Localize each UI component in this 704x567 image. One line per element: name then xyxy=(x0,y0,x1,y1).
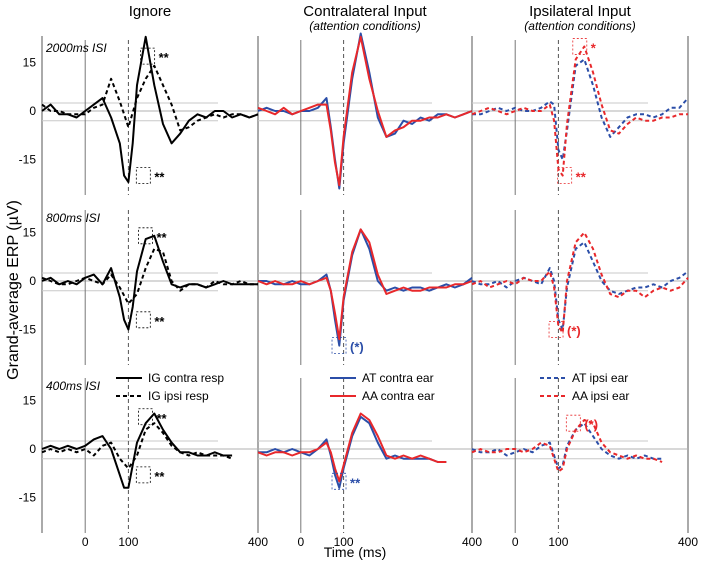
series-aa-ipsi-ear xyxy=(471,419,663,473)
significance-marker: ** xyxy=(576,170,587,185)
legend-label: AT ipsi ear xyxy=(572,371,628,385)
x-tick-label: 0 xyxy=(297,535,304,549)
series-aa-contra-ear xyxy=(257,35,473,187)
significance-marker: ** xyxy=(156,411,167,426)
series-aa-contra-ear xyxy=(257,228,473,341)
significance-bracket xyxy=(135,167,151,185)
x-tick-label: 400 xyxy=(248,535,268,549)
significance-bracket xyxy=(140,47,156,65)
series-aa-ipsi-ear xyxy=(471,231,689,334)
significance-marker: (*) xyxy=(567,323,581,338)
significance-bracket xyxy=(138,408,153,426)
significance-bracket xyxy=(135,466,151,484)
legend-label: AA ipsi ear xyxy=(572,389,629,403)
significance-bracket xyxy=(331,472,347,490)
legend-label: IG ipsi resp xyxy=(148,389,209,403)
significance-marker: ** xyxy=(154,314,165,329)
significance-marker: (*) xyxy=(584,417,598,432)
series-aa-ipsi-ear xyxy=(471,45,688,177)
grid-layer xyxy=(41,36,689,533)
x-tick-label: 100 xyxy=(334,535,354,549)
isi-label: 2000ms ISI xyxy=(45,41,107,55)
x-tick-label: 0 xyxy=(512,535,519,549)
panel-title-ipsi: Ipsilateral Input xyxy=(529,3,632,20)
y-tick-label: 0 xyxy=(29,274,36,288)
series-aa-contra-ear xyxy=(257,412,447,483)
significance-marker: ** xyxy=(159,50,170,65)
series-ig-ipsi-resp xyxy=(41,422,233,470)
series-ig-ipsi-resp xyxy=(41,64,259,132)
x-tick-label: 400 xyxy=(678,535,698,549)
y-tick-label: -15 xyxy=(19,490,37,504)
panel-subtitle-contra: (attention conditions) xyxy=(309,19,420,33)
y-tick-label: 15 xyxy=(23,394,37,408)
x-tick-label: 100 xyxy=(548,535,568,549)
series-layer xyxy=(41,32,689,490)
y-tick-label: 0 xyxy=(29,442,36,456)
significance-marker: (*) xyxy=(350,340,364,355)
y-tick-label: -15 xyxy=(19,152,37,166)
series-at-ipsi-ear xyxy=(471,241,689,331)
legend-label: AA contra ear xyxy=(362,389,435,403)
panel-title-contra: Contralateral Input xyxy=(303,3,427,20)
y-axis-label: Grand-average ERP (µV) xyxy=(5,200,22,380)
y-tick-label: 15 xyxy=(23,226,37,240)
significance-marker: ** xyxy=(154,469,165,484)
series-ig-contra-resp xyxy=(41,35,259,184)
series-ig-contra-resp xyxy=(41,412,233,489)
x-tick-label: 400 xyxy=(462,535,482,549)
y-tick-label: 0 xyxy=(29,104,36,118)
y-tick-label: 15 xyxy=(23,56,37,70)
isi-label: 400ms ISI xyxy=(46,379,101,393)
label-layer: Grand-average ERP (µV) Time (ms) Ignore C… xyxy=(5,3,698,560)
isi-label: 800ms ISI xyxy=(46,211,101,225)
series-at-ipsi-ear xyxy=(472,58,689,161)
significance-marker: ** xyxy=(154,170,165,185)
x-axis-label: Time (ms) xyxy=(324,544,386,560)
y-tick-label: -15 xyxy=(19,322,37,336)
significance-bracket xyxy=(572,38,588,55)
legend-label: IG contra resp xyxy=(148,371,224,385)
significance-marker: ** xyxy=(350,475,361,490)
x-tick-label: 0 xyxy=(82,535,89,549)
significance-bracket xyxy=(557,167,573,185)
significance-bracket xyxy=(135,311,151,329)
panel-title-ignore: Ignore xyxy=(129,3,172,20)
significance-bracket xyxy=(565,414,581,432)
series-at-ipsi-ear xyxy=(471,422,663,470)
series-ig-ipsi-resp xyxy=(41,247,258,305)
x-tick-label: 100 xyxy=(118,535,138,549)
significance-bracket xyxy=(548,321,564,338)
significance-marker: * xyxy=(591,40,597,55)
significance-bracket xyxy=(331,337,347,355)
legend-label: AT contra ear xyxy=(362,371,434,385)
significance-marker: ** xyxy=(156,230,167,245)
significance-bracket xyxy=(138,227,153,245)
panel-subtitle-ipsi: (attention conditions) xyxy=(524,19,635,33)
